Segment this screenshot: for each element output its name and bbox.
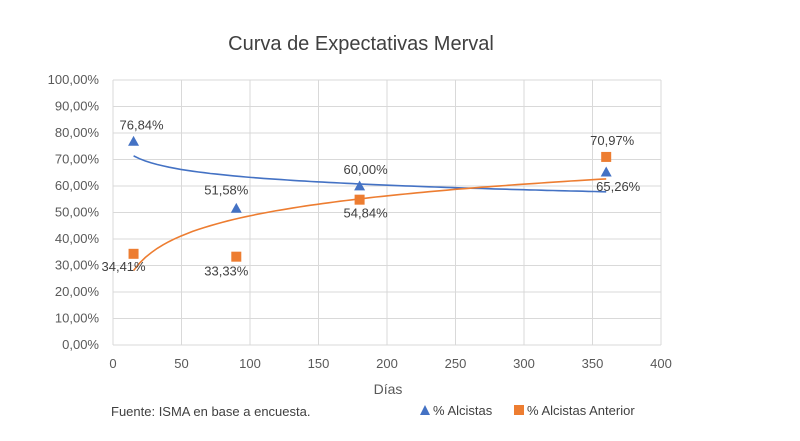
data-label: 34,41%	[102, 259, 147, 274]
x-axis-title: Días	[374, 381, 403, 397]
y-tick-label: 0,00%	[62, 337, 99, 352]
x-tick-label: 0	[109, 356, 116, 371]
x-tick-label: 50	[174, 356, 188, 371]
y-tick-label: 20,00%	[55, 284, 100, 299]
y-tick-label: 70,00%	[55, 152, 100, 167]
y-tick-label: 50,00%	[55, 205, 100, 220]
trendline-series-1	[132, 178, 607, 272]
data-label: 33,33%	[204, 264, 249, 279]
data-label: 60,00%	[344, 162, 389, 177]
data-points	[128, 135, 612, 262]
y-tick-label: 100,00%	[48, 72, 100, 87]
grid	[112, 79, 662, 346]
point-alcistas	[600, 166, 612, 177]
data-label: 54,84%	[344, 206, 389, 221]
data-labels: 76,84% 51,58% 60,00% 65,26% 34,41% 33,33% 54,8…	[102, 117, 641, 278]
y-tick-label: 60,00%	[55, 178, 100, 193]
x-tick-label: 400	[650, 356, 672, 371]
legend-marker-alcistas-anterior	[514, 405, 524, 415]
x-tick-label: 300	[513, 356, 535, 371]
legend-label: % Alcistas	[433, 403, 493, 418]
data-label: 76,84%	[120, 117, 165, 132]
legend-marker-alcistas	[420, 405, 430, 415]
y-tick-label: 40,00%	[55, 231, 100, 246]
chart-title: Curva de Expectativas Merval	[228, 33, 494, 55]
trendlines	[132, 155, 607, 272]
point-alcistas-anterior	[231, 251, 242, 262]
y-tick-label: 90,00%	[55, 99, 100, 114]
legend: % Alcistas % Alcistas Anterior	[420, 403, 635, 418]
x-axis-ticks: 0 50 100 150 200 250 300 350 400	[109, 356, 671, 371]
point-alcistas	[354, 180, 366, 191]
source-note: Fuente: ISMA en base a encuesta.	[111, 404, 310, 419]
trendline-series-0	[133, 155, 607, 193]
y-axis-ticks: 0,00% 10,00% 20,00% 30,00% 40,00% 50,00% 60,00…	[48, 72, 100, 352]
x-tick-label: 350	[582, 356, 604, 371]
data-label: 51,58%	[204, 182, 249, 197]
point-alcistas	[128, 135, 140, 146]
legend-label: % Alcistas Anterior	[527, 403, 635, 418]
y-tick-label: 10,00%	[55, 311, 100, 326]
x-tick-label: 150	[308, 356, 330, 371]
x-tick-label: 100	[239, 356, 261, 371]
x-tick-label: 200	[376, 356, 398, 371]
data-label: 70,97%	[590, 133, 635, 148]
y-tick-label: 30,00%	[55, 258, 100, 273]
x-tick-label: 250	[445, 356, 467, 371]
point-alcistas-anterior	[128, 248, 139, 259]
point-alcistas-anterior	[601, 151, 612, 162]
point-alcistas	[230, 202, 242, 213]
y-tick-label: 80,00%	[55, 125, 100, 140]
data-label: 65,26%	[596, 179, 641, 194]
point-alcistas-anterior	[354, 194, 365, 205]
